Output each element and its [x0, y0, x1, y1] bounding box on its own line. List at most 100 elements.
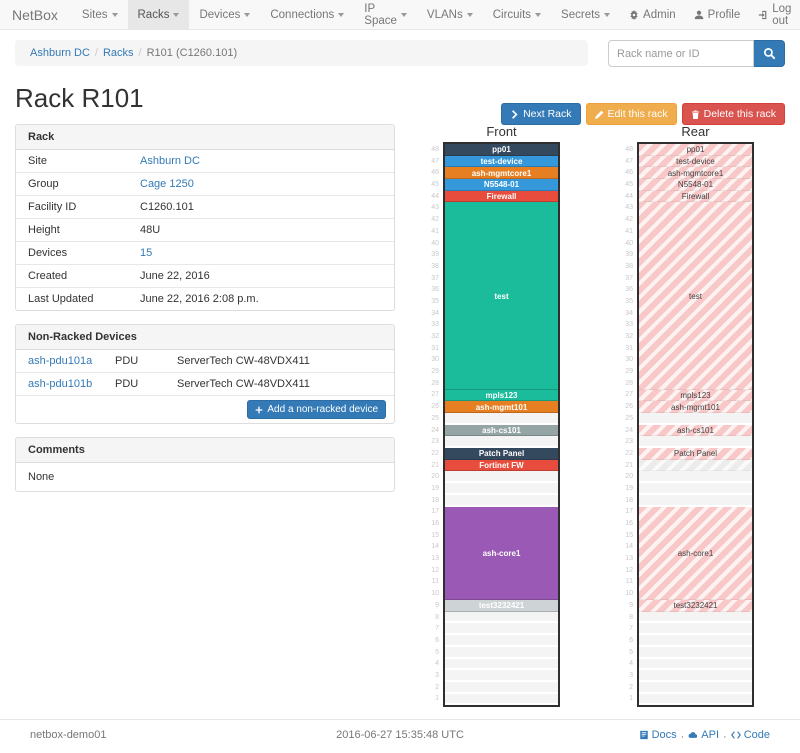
next-rack-button[interactable]: Next Rack [501, 103, 581, 125]
unit-number: 18 [625, 496, 633, 504]
rack-device-fortinet-fw[interactable]: Fortinet FW [445, 459, 558, 472]
attr-label: Facility ID [28, 201, 77, 213]
unit-number: 19 [431, 484, 439, 492]
rack-rear-elevation: Rear 48 47 46 45 44 43 42 41 40 39 38 37 36 35 34 33 32 3… [615, 124, 755, 708]
rack-device-test[interactable]: test [445, 202, 558, 390]
rack-attr-row-facility-id: Facility ID C1260.101 [16, 196, 394, 219]
rack-device-test-device[interactable]: test-device [639, 155, 752, 168]
brand-link[interactable]: NetBox [12, 6, 58, 23]
rack-unit-empty-u18 [639, 494, 752, 507]
rack-device-firewall[interactable]: Firewall [445, 190, 558, 203]
chevron-down-icon [244, 12, 251, 17]
rack-device-mpls123[interactable]: mpls123 [639, 389, 752, 402]
nav-item-log-out[interactable]: Log out [749, 0, 800, 29]
non-racked-panel-footer: Add a non-racked device [16, 396, 394, 423]
footer-link-docs[interactable]: Docs [639, 729, 677, 741]
rack-unit-empty-u19 [445, 483, 558, 495]
rack-device-ash-cs101[interactable]: ash-cs101 [639, 424, 752, 437]
nav-item-label: Connections [270, 8, 335, 21]
rack-device-test[interactable]: test [639, 202, 752, 390]
nav-item-label: Log out [772, 2, 792, 27]
footer-link-label: Docs [651, 729, 677, 741]
nav-item-circuits[interactable]: Circuits [483, 0, 551, 29]
rack-device-ash-core1[interactable]: ash-core1 [639, 506, 752, 601]
unit-number: 42 [431, 216, 439, 224]
unit-number: 37 [431, 274, 439, 282]
nav-item-ip-space[interactable]: IP Space [354, 0, 417, 29]
rack-unit-empty-u5 [639, 646, 752, 659]
rack-device-ash-mgmtcore1[interactable]: ash-mgmtcore1 [639, 167, 752, 180]
attr-value-link[interactable]: Ashburn DC [140, 155, 200, 167]
chevron-down-icon [535, 12, 542, 17]
nav-item-connections[interactable]: Connections [260, 0, 354, 29]
unit-number: 32 [625, 333, 633, 340]
rack-rear-units: pp01 test-device ash-mgmtcore1 N5548-01 Fire… [637, 142, 754, 708]
unit-number: 42 [625, 216, 633, 224]
attr-value-link[interactable]: 15 [140, 247, 153, 259]
rack-elevations: Front 48 47 46 45 44 43 42 41 40 39 38 37 36 35 34 33 32… [421, 124, 800, 708]
rack-device-firewall[interactable]: Firewall [639, 190, 752, 203]
rack-device-test3232421[interactable]: test3232421 [445, 600, 558, 612]
add-non-racked-device-button[interactable]: Add a non-racked device [247, 400, 386, 419]
footer-link-api[interactable]: API [688, 729, 719, 741]
rack-device-ash-mgmt101[interactable]: ash-mgmt101 [445, 401, 558, 413]
rack-device-n5548-01[interactable]: N5548-01 [639, 179, 752, 191]
breadcrumb: Ashburn DC / Racks / R101 (C1260.101) [15, 40, 588, 66]
nav-item-sites[interactable]: Sites [72, 0, 128, 29]
nav-item-vlans[interactable]: VLANs [417, 0, 483, 29]
rack-unit-empty-u4 [639, 658, 752, 671]
edit-this-rack-button[interactable]: Edit this rack [585, 103, 677, 125]
attr-label: Last Updated [28, 293, 94, 305]
unit-number: 29 [431, 368, 439, 376]
breadcrumb-item-racks[interactable]: Racks [102, 47, 134, 59]
rack-device-test3232421[interactable]: test3232421 [639, 600, 752, 612]
nav-item-secrets[interactable]: Secrets [551, 0, 620, 29]
rack-device-patch-panel[interactable]: Patch Panel [639, 448, 752, 460]
rack-device-ash-cs101[interactable]: ash-cs101 [445, 424, 558, 437]
nav-item-profile[interactable]: Profile [685, 0, 750, 29]
chevron-down-icon [604, 12, 611, 17]
rack-device-mpls123[interactable]: mpls123 [445, 389, 558, 402]
unit-number: 5 [629, 648, 633, 656]
rack-device-pp01[interactable]: pp01 [445, 144, 558, 156]
nav-menu: Sites Racks Devices Connections IP Space VLAN… [72, 0, 620, 29]
unit-number: 27 [431, 391, 439, 399]
unit-number: 27 [625, 391, 633, 399]
rack-device-test-device[interactable]: test-device [445, 155, 558, 168]
breadcrumb-item-ashburn-dc[interactable]: Ashburn DC [30, 47, 90, 59]
unit-number: 46 [431, 169, 439, 177]
nav-item-devices[interactable]: Devices [189, 0, 260, 29]
unit-number: 1 [629, 695, 633, 703]
cloud-icon [688, 730, 698, 740]
search-input[interactable] [608, 40, 754, 67]
nav-item-label: Sites [81, 8, 108, 21]
rack-device-patch-panel[interactable]: Patch Panel [445, 448, 558, 460]
delete-this-rack-button[interactable]: Delete this rack [681, 103, 785, 125]
unit-number: 9 [629, 601, 633, 609]
unit-number: 2 [629, 683, 633, 691]
rack-device-ash-mgmt101[interactable]: ash-mgmt101 [639, 401, 752, 413]
device-name-link[interactable]: ash-pdu101a [28, 355, 93, 367]
nav-item-racks[interactable]: Racks [127, 0, 190, 29]
device-name-link[interactable]: ash-pdu101b [28, 378, 93, 390]
rack-unit-empty-u4 [445, 658, 558, 671]
breadcrumb-item-r101-c1260-101: R101 (C1260.101) [146, 47, 238, 59]
unit-number: 4 [435, 660, 439, 668]
search-button[interactable] [754, 40, 785, 67]
unit-number: 19 [625, 484, 633, 492]
unit-number: 44 [431, 192, 439, 200]
footer-link-code[interactable]: Code [730, 729, 770, 741]
rack-device-n5548-01[interactable]: N5548-01 [445, 179, 558, 191]
attr-value: June 22, 2016 [140, 270, 210, 282]
attr-label: Height [28, 224, 60, 236]
rack-device-ash-core1[interactable]: ash-core1 [445, 506, 558, 601]
rack-device-ash-mgmtcore1[interactable]: ash-mgmtcore1 [445, 167, 558, 180]
unit-number: 29 [625, 368, 633, 376]
unit-number: 11 [431, 578, 439, 586]
attr-value-link[interactable]: Cage 1250 [140, 178, 194, 190]
breadcrumb-separator: / [138, 47, 142, 59]
unit-number: 45 [431, 181, 439, 189]
nav-item-admin[interactable]: Admin [620, 0, 685, 29]
rack-device-pp01[interactable]: pp01 [639, 144, 752, 156]
unit-number: 22 [431, 449, 439, 457]
